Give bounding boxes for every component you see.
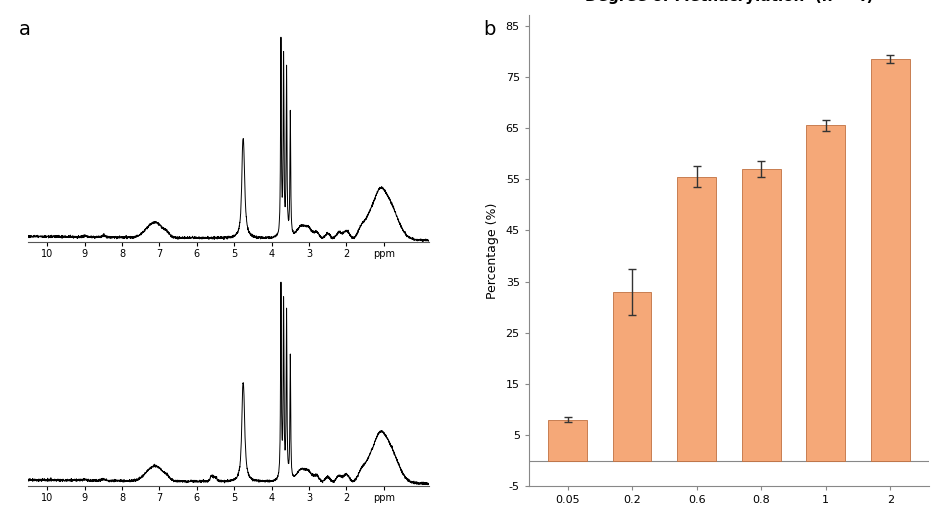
Bar bbox=[871, 59, 910, 461]
Bar bbox=[807, 125, 845, 461]
Bar bbox=[612, 292, 651, 461]
Bar bbox=[677, 177, 716, 461]
Bar bbox=[548, 420, 587, 461]
Text: b: b bbox=[483, 20, 496, 39]
Bar bbox=[742, 169, 780, 461]
Y-axis label: Percentage (%): Percentage (%) bbox=[485, 203, 499, 299]
Text: a: a bbox=[19, 20, 31, 39]
Title: Degree of Methacrylation  (n = 4): Degree of Methacrylation (n = 4) bbox=[585, 0, 873, 5]
